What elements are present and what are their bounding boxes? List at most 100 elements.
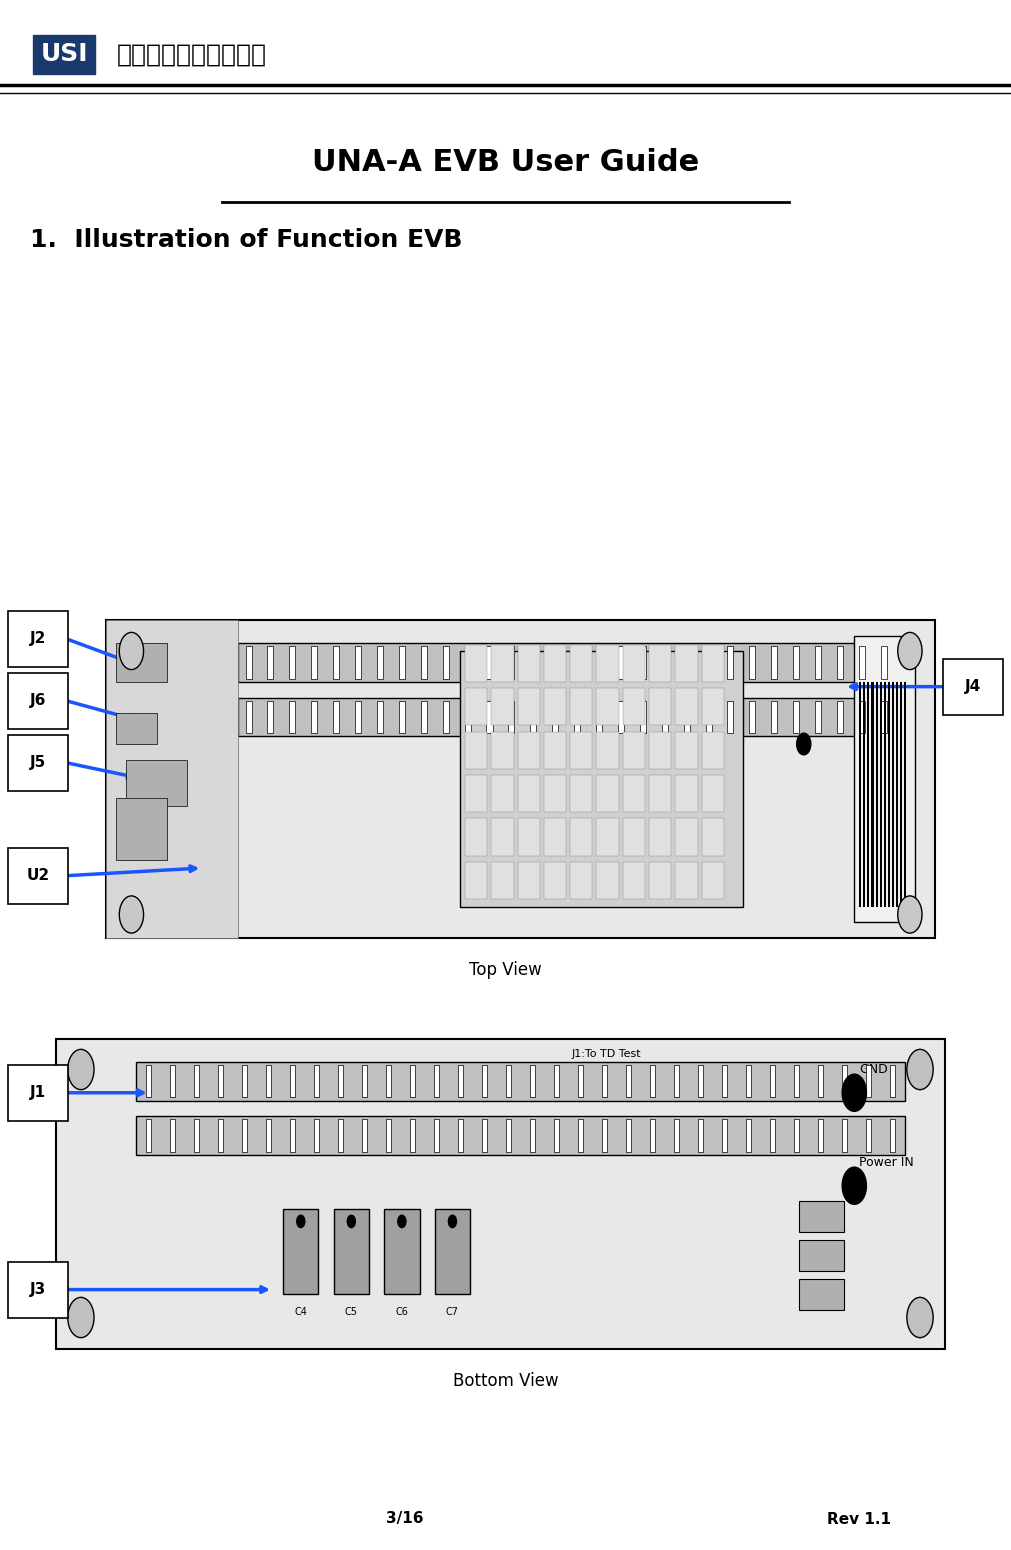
Circle shape — [449, 1215, 456, 1228]
Bar — [410, 1119, 416, 1152]
Bar — [491, 818, 514, 856]
Text: J3: J3 — [29, 1282, 47, 1297]
Bar — [818, 1065, 823, 1097]
Bar — [290, 1065, 295, 1097]
Bar — [727, 646, 733, 679]
Circle shape — [68, 1297, 94, 1338]
Bar — [842, 1065, 847, 1097]
Bar — [640, 701, 646, 733]
Bar — [799, 1201, 844, 1232]
Bar — [706, 701, 712, 733]
Bar — [891, 1119, 896, 1152]
Bar — [290, 1119, 295, 1152]
Bar — [421, 646, 427, 679]
Bar — [595, 646, 602, 679]
Bar — [570, 645, 592, 682]
Circle shape — [898, 632, 922, 670]
Bar — [465, 645, 487, 682]
Bar — [266, 1065, 271, 1097]
Text: 3/16: 3/16 — [385, 1511, 424, 1527]
Bar — [626, 1065, 631, 1097]
Bar — [136, 1062, 905, 1100]
Bar — [578, 1119, 583, 1152]
Text: U2: U2 — [26, 868, 50, 884]
Bar — [465, 732, 487, 769]
Bar — [377, 646, 383, 679]
Bar — [866, 1119, 871, 1152]
Circle shape — [297, 1215, 305, 1228]
Bar — [574, 646, 580, 679]
Bar — [570, 775, 592, 812]
Bar — [675, 818, 698, 856]
Bar — [544, 775, 566, 812]
Bar — [746, 1119, 751, 1152]
Bar — [854, 636, 915, 922]
Bar — [507, 1119, 512, 1152]
Text: C6: C6 — [395, 1307, 408, 1316]
Bar — [896, 682, 898, 907]
Bar — [650, 1119, 655, 1152]
Bar — [640, 646, 646, 679]
Bar — [465, 688, 487, 725]
Text: USI: USI — [40, 42, 88, 67]
Bar — [649, 775, 671, 812]
Bar — [465, 818, 487, 856]
Bar — [486, 701, 492, 733]
Bar — [702, 775, 724, 812]
Bar — [434, 1119, 439, 1152]
Text: 1.  Illustration of Function EVB: 1. Illustration of Function EVB — [30, 228, 463, 253]
Bar — [289, 646, 295, 679]
Bar — [518, 645, 540, 682]
Bar — [464, 701, 470, 733]
Text: Power IN: Power IN — [859, 1156, 914, 1169]
Bar — [482, 1119, 487, 1152]
Bar — [699, 1119, 704, 1152]
Bar — [618, 701, 624, 733]
Bar — [596, 645, 619, 682]
Bar — [242, 1119, 247, 1152]
Bar — [194, 1119, 199, 1152]
Bar — [465, 775, 487, 812]
Bar — [904, 682, 906, 907]
Bar — [146, 1119, 151, 1152]
Bar — [675, 732, 698, 769]
Bar — [876, 682, 878, 907]
Bar — [482, 1065, 487, 1097]
Bar — [126, 760, 187, 806]
Bar — [266, 1119, 271, 1152]
Bar — [544, 818, 566, 856]
Bar — [793, 701, 799, 733]
Circle shape — [797, 733, 811, 755]
Bar — [355, 646, 361, 679]
Bar — [570, 862, 592, 899]
Text: 環鴿科技股份有限公司: 環鴿科技股份有限公司 — [116, 42, 266, 67]
Bar — [518, 732, 540, 769]
Bar — [238, 698, 895, 736]
Bar — [460, 651, 743, 907]
Bar — [246, 646, 252, 679]
Bar — [464, 646, 470, 679]
Bar — [842, 1119, 847, 1152]
Bar — [518, 862, 540, 899]
Bar — [702, 732, 724, 769]
Bar — [116, 798, 167, 860]
Bar — [623, 862, 645, 899]
Text: Top View: Top View — [469, 961, 542, 980]
Text: C4: C4 — [294, 1307, 307, 1316]
Bar — [626, 1119, 631, 1152]
Bar — [267, 646, 273, 679]
Bar — [491, 775, 514, 812]
Bar — [595, 701, 602, 733]
Text: GND: GND — [859, 1063, 888, 1076]
Circle shape — [907, 1297, 933, 1338]
Bar — [880, 682, 882, 907]
Bar — [410, 1065, 416, 1097]
Bar — [623, 818, 645, 856]
Bar — [570, 688, 592, 725]
Bar — [683, 646, 690, 679]
Bar — [530, 701, 536, 733]
Bar — [837, 646, 843, 679]
Circle shape — [842, 1074, 866, 1111]
Bar — [793, 646, 799, 679]
Bar — [649, 732, 671, 769]
